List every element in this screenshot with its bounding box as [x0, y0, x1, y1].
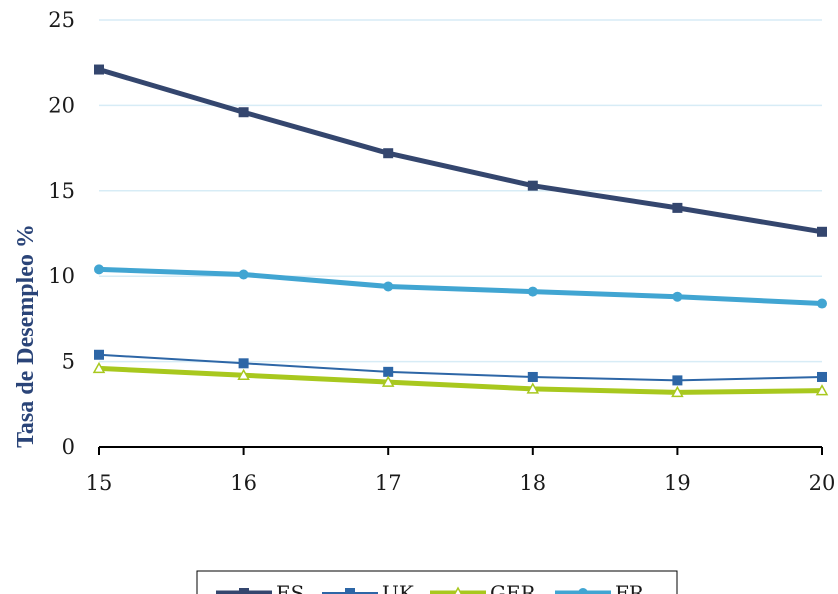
data-point-fr [383, 281, 394, 292]
legend-marker-es [239, 588, 249, 594]
data-point-uk [238, 358, 249, 369]
tick-labels: 0 5 10 15 20 25 15 16 17 18 19 20 [48, 8, 835, 495]
axes [98, 446, 823, 455]
x-tick-label: 18 [519, 471, 546, 495]
y-tick-label: 0 [62, 435, 75, 459]
data-point-fr [672, 291, 683, 302]
data-point-es [672, 202, 683, 213]
data-point-ger [237, 368, 250, 381]
legend-label-uk: UK [382, 581, 415, 594]
legend-box [196, 570, 678, 594]
series-lines [92, 64, 829, 398]
data-point-ger [671, 385, 684, 398]
legend-marker-ger [453, 586, 463, 594]
data-point-es [527, 180, 538, 191]
y-axis-label: Tasa de Desempleo % [13, 224, 39, 448]
series-line-fr [96, 266, 825, 307]
data-point-es [383, 148, 394, 159]
y-tick-label: 25 [48, 8, 75, 32]
data-point-es [94, 64, 104, 75]
legend: ES UK GER FR [196, 570, 678, 594]
data-point-fr [817, 298, 827, 309]
series-line-es [96, 67, 825, 235]
data-point-ger [92, 361, 106, 374]
x-tick-label: 19 [664, 471, 691, 495]
data-point-es [238, 107, 249, 118]
gridlines [99, 19, 822, 363]
y-tick-label: 5 [62, 350, 75, 374]
data-point-ger [815, 384, 829, 396]
legend-marker-fr [578, 588, 588, 594]
data-point-es [817, 226, 827, 237]
y-tick-label: 10 [48, 264, 75, 288]
data-point-ger [381, 375, 395, 387]
legend-marker-uk [345, 588, 355, 594]
data-point-fr [527, 286, 538, 297]
legend-label-ger: GER [490, 581, 537, 594]
series-line-ger [96, 365, 825, 395]
data-point-fr [238, 269, 249, 280]
legend-label-es: ES [276, 581, 304, 594]
y-tick-label: 15 [48, 179, 75, 203]
x-tick-label: 20 [809, 471, 836, 495]
data-point-uk [672, 375, 683, 386]
legend-label-fr: FR [615, 581, 645, 594]
data-point-uk [817, 371, 827, 382]
series-line-uk [98, 353, 823, 382]
data-point-fr [94, 264, 104, 275]
x-tick-label: 15 [86, 471, 113, 495]
x-tick-label: 17 [375, 471, 402, 495]
data-point-ger [526, 382, 540, 394]
y-tick-label: 20 [48, 93, 75, 117]
data-point-uk [94, 349, 104, 360]
x-tick-label: 16 [230, 471, 257, 495]
data-point-uk [527, 371, 538, 382]
data-point-uk [383, 366, 394, 377]
